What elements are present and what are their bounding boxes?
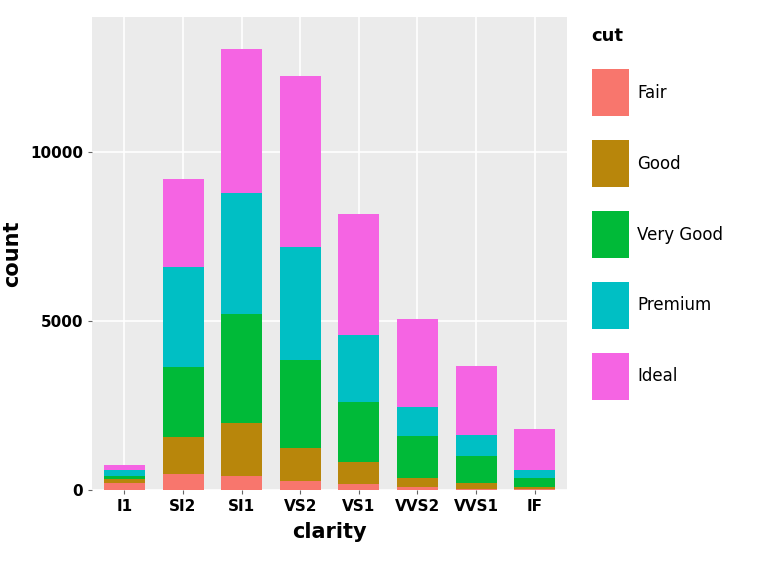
- Y-axis label: count: count: [2, 220, 22, 287]
- Bar: [339, 462, 379, 484]
- Bar: [163, 437, 204, 474]
- Bar: [163, 267, 204, 366]
- Text: Ideal: Ideal: [637, 367, 677, 385]
- FancyBboxPatch shape: [591, 140, 629, 187]
- FancyBboxPatch shape: [591, 69, 629, 116]
- Bar: [515, 429, 555, 470]
- Bar: [515, 478, 555, 487]
- Bar: [515, 470, 555, 478]
- Text: cut: cut: [591, 26, 624, 45]
- X-axis label: clarity: clarity: [293, 522, 367, 542]
- Bar: [221, 49, 262, 194]
- Bar: [280, 76, 321, 247]
- FancyBboxPatch shape: [591, 282, 629, 329]
- Bar: [455, 483, 497, 489]
- Bar: [221, 194, 262, 314]
- Bar: [280, 361, 321, 448]
- Bar: [397, 487, 438, 490]
- Bar: [339, 214, 379, 335]
- Bar: [163, 366, 204, 437]
- Bar: [397, 478, 438, 487]
- Text: Premium: Premium: [637, 297, 712, 314]
- Bar: [104, 479, 145, 483]
- Bar: [515, 487, 555, 489]
- Bar: [280, 448, 321, 481]
- Text: Fair: Fair: [637, 84, 667, 102]
- Bar: [455, 435, 497, 456]
- Bar: [280, 247, 321, 361]
- Bar: [397, 436, 438, 478]
- Bar: [397, 407, 438, 436]
- Bar: [455, 456, 497, 483]
- Bar: [104, 476, 145, 479]
- Bar: [280, 481, 321, 490]
- Bar: [339, 484, 379, 490]
- FancyBboxPatch shape: [591, 353, 629, 400]
- Bar: [104, 465, 145, 469]
- FancyBboxPatch shape: [591, 211, 629, 258]
- Bar: [163, 474, 204, 490]
- Bar: [339, 335, 379, 402]
- Bar: [221, 423, 262, 476]
- Bar: [397, 319, 438, 407]
- Bar: [221, 314, 262, 423]
- Bar: [455, 366, 497, 435]
- Bar: [339, 402, 379, 462]
- Text: Very Good: Very Good: [637, 226, 723, 244]
- Text: Good: Good: [637, 155, 681, 173]
- Bar: [104, 469, 145, 476]
- Bar: [163, 179, 204, 267]
- Bar: [221, 476, 262, 490]
- Bar: [104, 483, 145, 490]
